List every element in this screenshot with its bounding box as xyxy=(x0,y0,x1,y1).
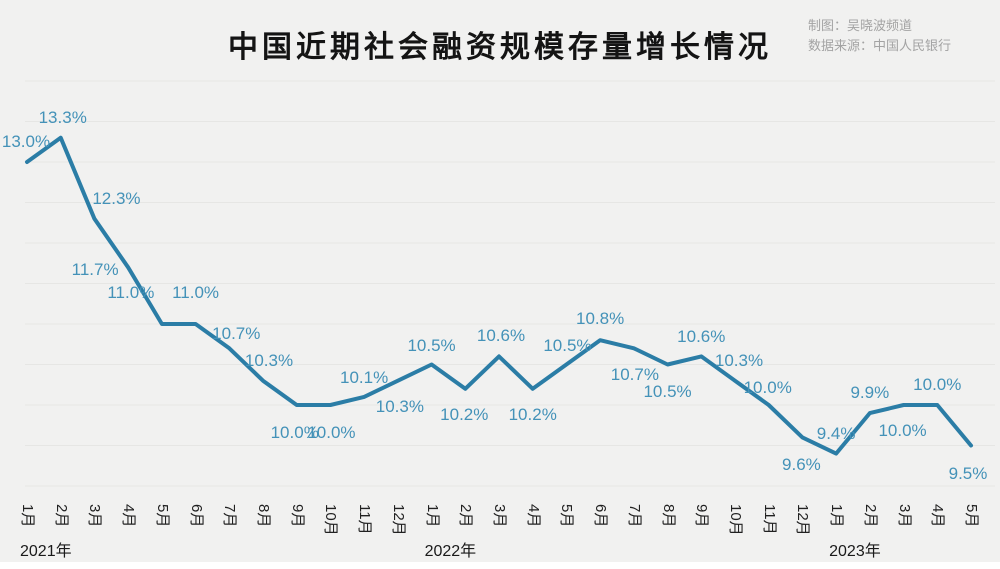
bottom-strip xyxy=(0,562,1000,569)
credit-source: 数据来源：中国人民银行 xyxy=(808,38,952,53)
trend-line xyxy=(25,135,973,456)
chart-title: 中国近期社会融资规模存量增长情况 xyxy=(228,31,772,64)
credit-block: 制图：吴晓波频道 数据来源：中国人民银行 xyxy=(808,16,998,56)
credit-author: 制图：吴晓波频道 xyxy=(808,18,913,33)
